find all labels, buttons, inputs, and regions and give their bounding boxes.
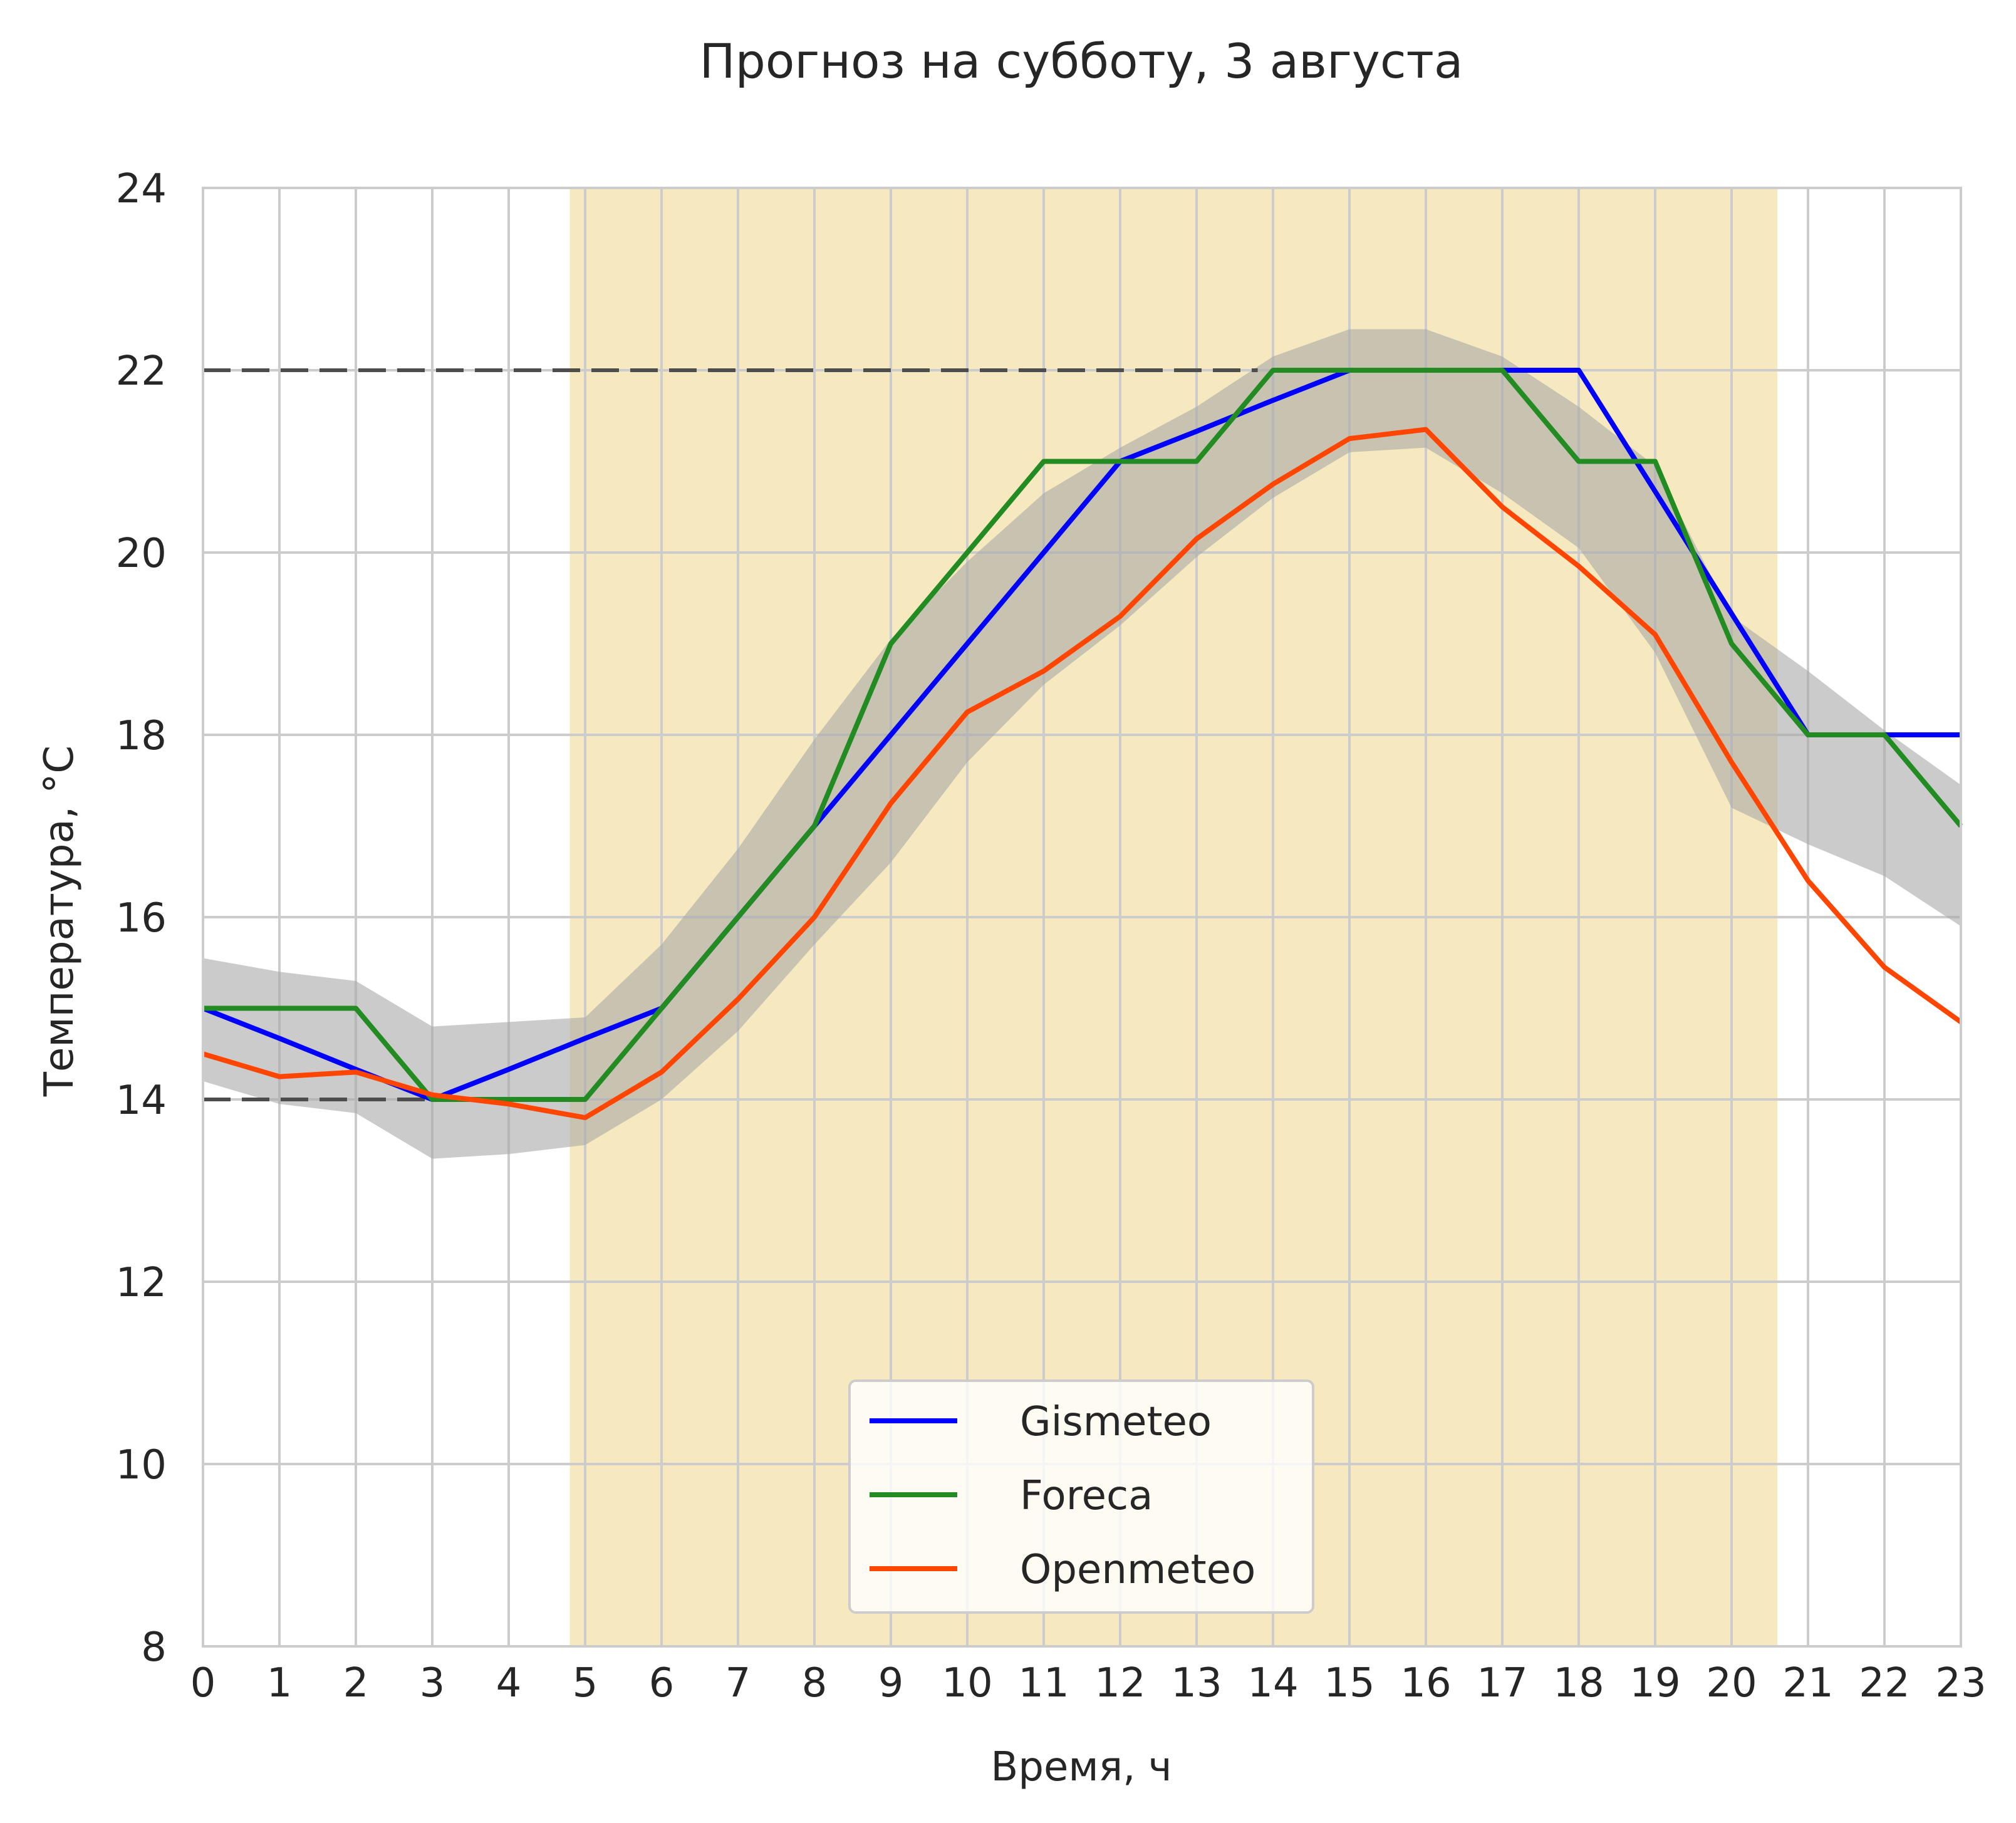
x-tick-label: 18: [1553, 1660, 1604, 1706]
series-line-gismeteo: [202, 368, 1961, 1102]
x-tick-label: 21: [1782, 1660, 1833, 1706]
x-tick-label: 1: [267, 1660, 293, 1706]
x-tick-label: 8: [802, 1660, 828, 1706]
x-tick-label: 12: [1094, 1660, 1145, 1706]
x-tick-label: 14: [1247, 1660, 1298, 1706]
x-tick-label: 19: [1629, 1660, 1680, 1706]
x-tick-label: 17: [1477, 1660, 1527, 1706]
x-tick-label: 7: [725, 1660, 751, 1706]
y-tick-label: 24: [116, 166, 167, 212]
y-tick-label: 10: [116, 1442, 167, 1488]
legend-box: [848, 1379, 1314, 1614]
x-tick-label: 0: [190, 1660, 216, 1706]
y-tick-label: 22: [116, 348, 167, 395]
series-line-openmeteo: [202, 427, 1963, 1121]
legend-entry: Foreca: [1020, 1473, 1153, 1519]
x-tick-label: 23: [1935, 1660, 1986, 1706]
legend: Gismeteo Foreca Openmeteo: [848, 1379, 1314, 1614]
y-axis-label: Температура, °C: [36, 745, 83, 1097]
y-tick-label: 12: [116, 1260, 167, 1306]
chart-title: Прогноз на субботу, 3 августа: [700, 33, 1463, 89]
x-tick-label: 16: [1400, 1660, 1451, 1706]
x-tick-label: 22: [1859, 1660, 1909, 1706]
y-tick-label: 20: [116, 531, 167, 577]
x-tick-label: 6: [649, 1660, 675, 1706]
x-tick-label: 11: [1018, 1660, 1069, 1706]
plot-area: 0 1 2 3 4 5 6 7 8 9 10 11 12 13 14 15 16 17 18 19 20 21 22 2381…: [116, 166, 1987, 1706]
y-tick-label: 18: [116, 713, 167, 759]
series-line-foreca: [203, 368, 1963, 1102]
legend-entry: Gismeteo: [1020, 1399, 1212, 1445]
y-tick-label: 14: [116, 1078, 167, 1124]
legend-entry: Openmeteo: [1020, 1547, 1255, 1593]
x-tick-label: 13: [1171, 1660, 1222, 1706]
x-axis-label: Время, ч: [990, 1744, 1172, 1790]
x-tick-label: 20: [1706, 1660, 1757, 1706]
x-tick-label: 2: [343, 1660, 369, 1706]
y-tick-label: 16: [116, 895, 167, 942]
x-tick-label: 4: [496, 1660, 522, 1706]
x-tick-label: 3: [420, 1660, 445, 1706]
y-tick-label: 8: [141, 1624, 167, 1671]
x-tick-label: 9: [878, 1660, 904, 1706]
plot-frame: [202, 187, 1962, 1648]
x-tick-label: 15: [1324, 1660, 1374, 1706]
x-tick-label: 5: [573, 1660, 598, 1706]
x-tick-label: 10: [942, 1660, 992, 1706]
